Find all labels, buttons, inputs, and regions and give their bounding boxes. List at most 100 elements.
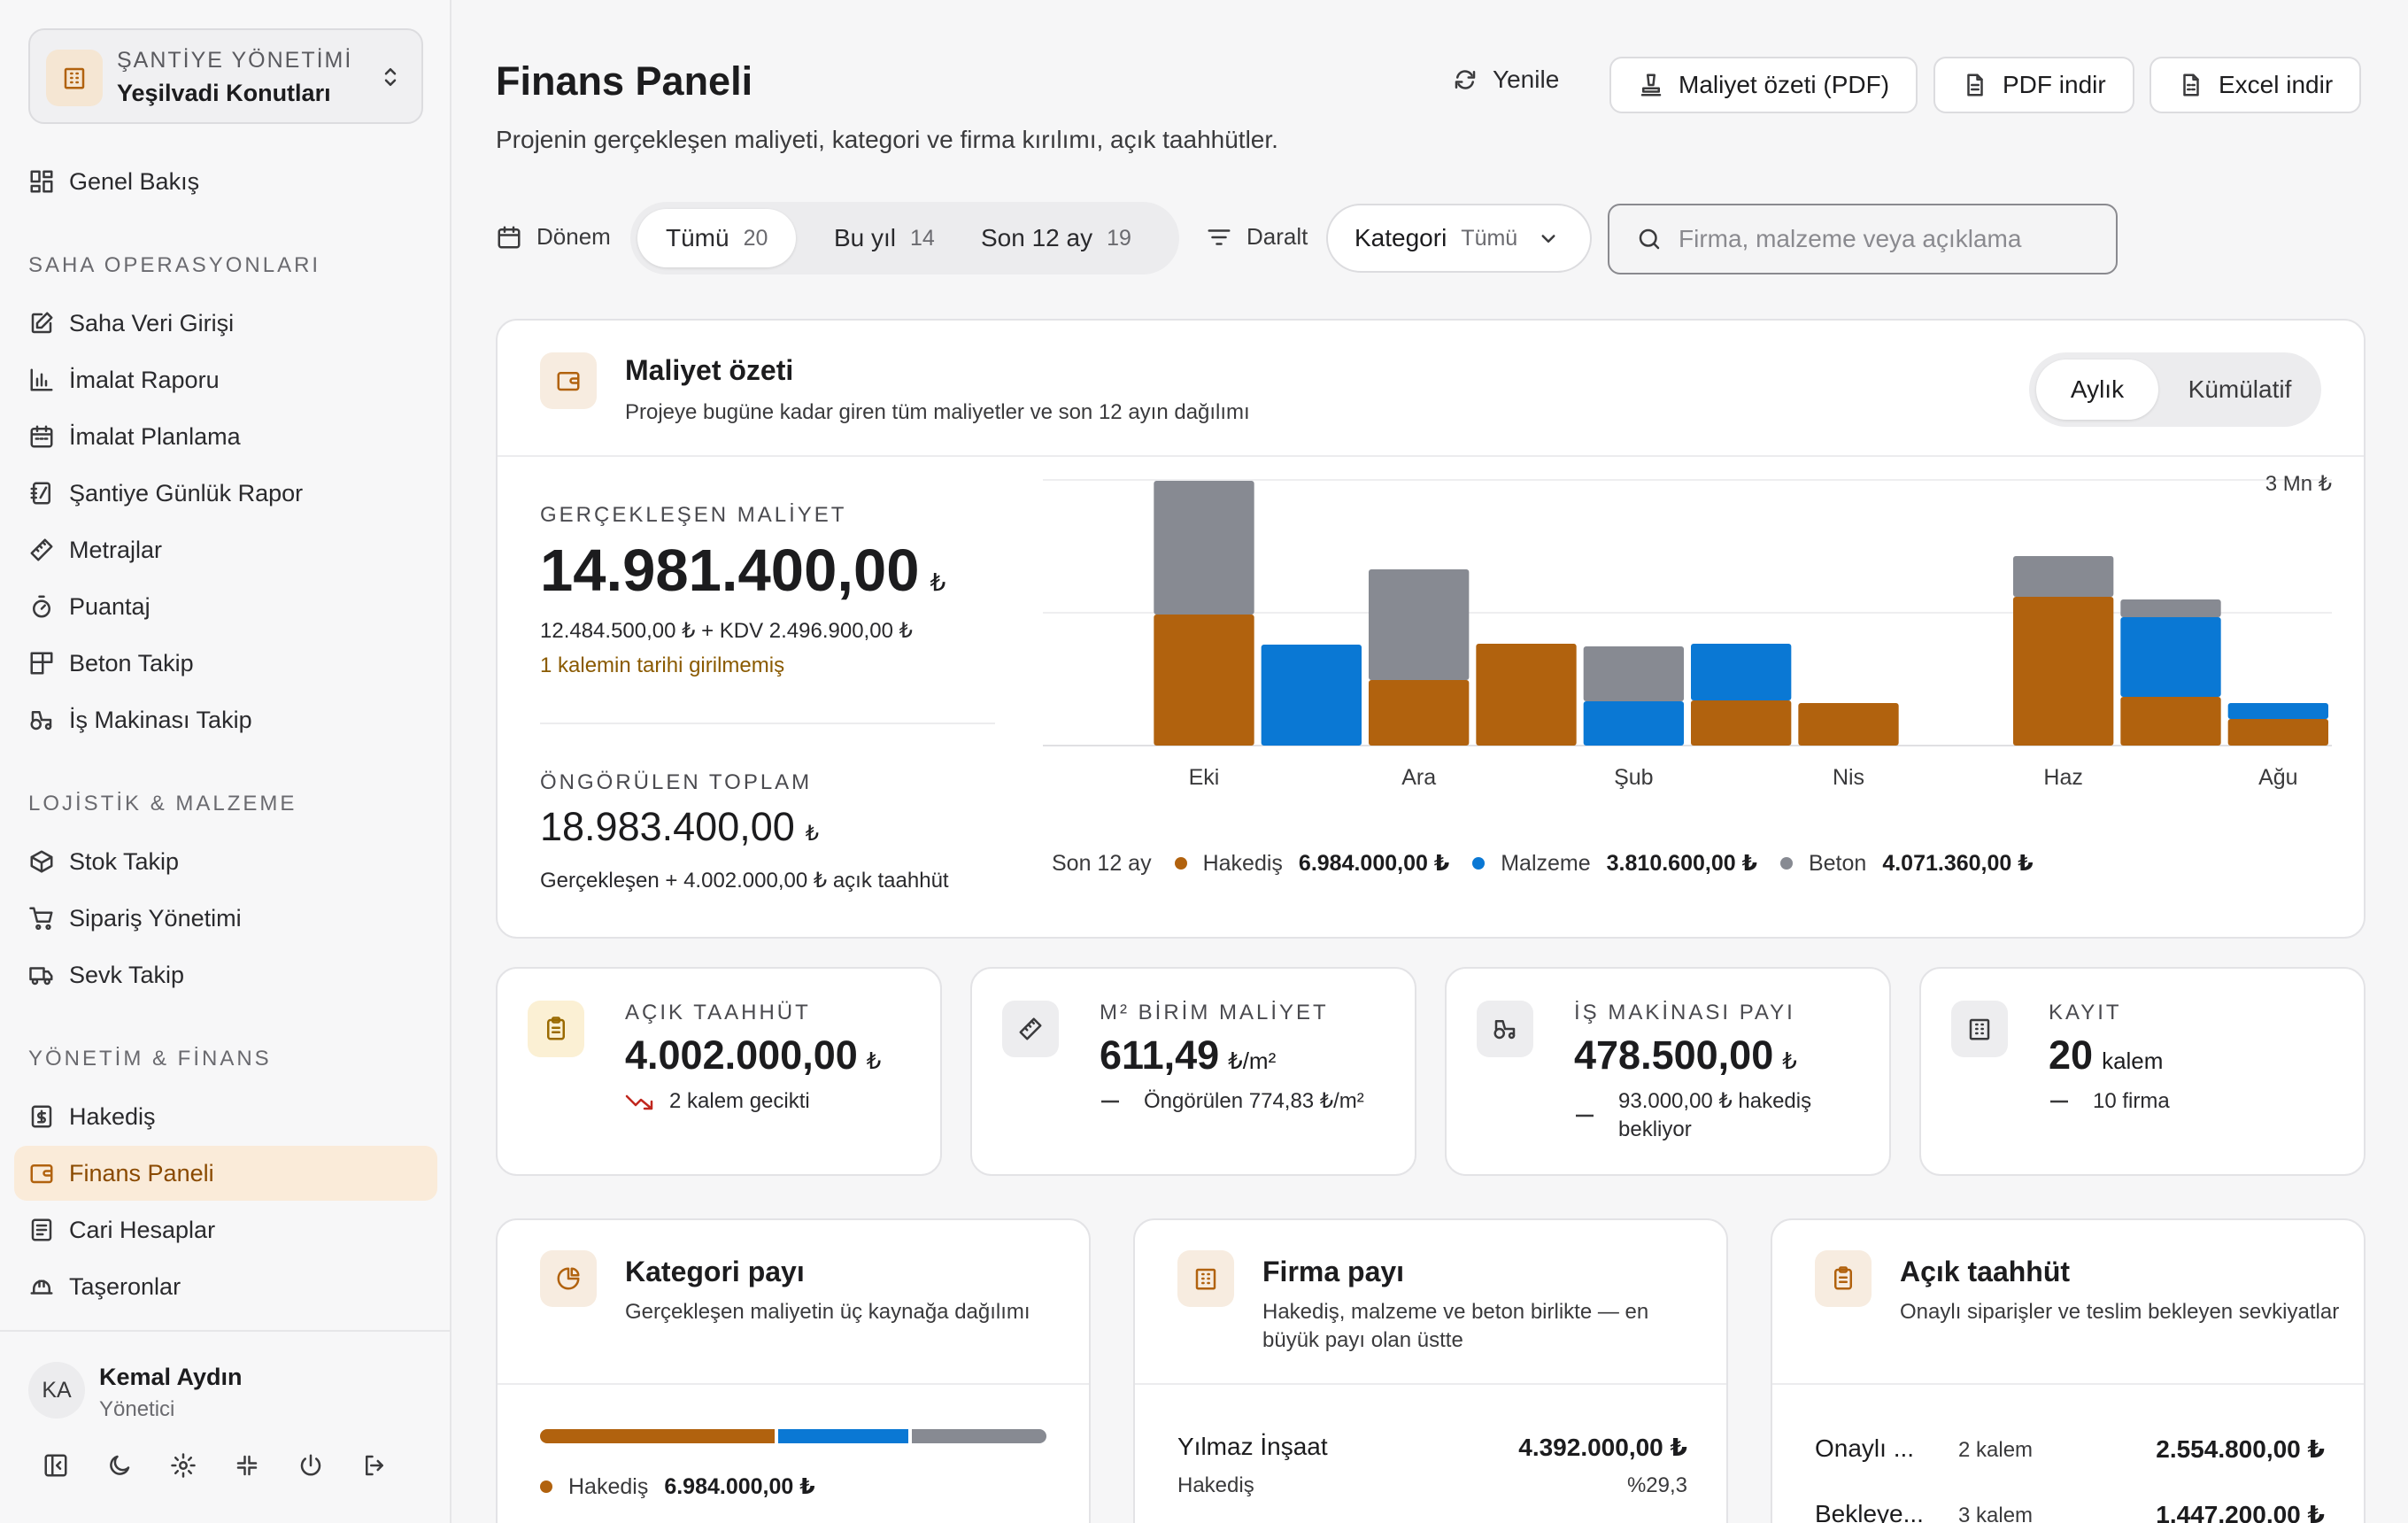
sidebar-item-label: İş Makinası Takip [69, 706, 252, 733]
clipboard-icon [528, 1001, 584, 1057]
x-tick-label: Haz [2043, 765, 2082, 790]
bar-hakediş-ağu [2227, 719, 2328, 746]
gear-icon[interactable] [170, 1452, 197, 1479]
bar-hakediş-oca [1476, 644, 1577, 746]
actual-breakdown: 12.484.500,00 ₺ + KDV 2.496.900,00 ₺ [540, 619, 913, 643]
period-last-12[interactable]: Son 12 ay 19 [953, 209, 1160, 267]
bar-hakediş-ara [1369, 680, 1470, 746]
share-segment [778, 1429, 908, 1443]
bar-malzeme-şub [1583, 701, 1684, 746]
card-title: Kategori payı [625, 1256, 805, 1287]
sidebar-item-stok-takip[interactable]: Stok Takip [14, 834, 437, 889]
collapse-sidebar-icon[interactable] [42, 1452, 69, 1479]
legend-item-hakedis[interactable]: Hakediş 6.984.000,00 ₺ [1174, 850, 1449, 877]
logout-icon[interactable] [361, 1452, 388, 1479]
divider [1135, 1383, 1726, 1385]
project-switcher[interactable]: ŞANTİYE YÖNETİMİ Yeşilvadi Konutları [28, 28, 423, 124]
metric-note-text: 2 kalem gecikti [669, 1089, 810, 1113]
view-toggle: Aylık Kümülatif [2029, 352, 2321, 427]
metric-number: 20 [2049, 1032, 2094, 1078]
bar-hakediş-tem [2120, 697, 2221, 746]
button-label: Maliyet özeti (PDF) [1679, 71, 1890, 98]
minimize-icon[interactable] [234, 1452, 260, 1479]
sidebar-item-cari[interactable]: Cari Hesaplar [14, 1202, 437, 1257]
sidebar-item-saha-veri[interactable]: Saha Veri Girişi [14, 296, 437, 351]
sidebar-item-taseronlar[interactable]: Taşeronlar [14, 1259, 437, 1314]
legend-item-beton[interactable]: Beton 4.071.360,00 ₺ [1779, 850, 2034, 877]
dash-icon [1574, 1091, 1618, 1144]
sidebar-item-imalat-planlama[interactable]: İmalat Planlama [14, 409, 437, 464]
card-title: Açık taahhüt [1900, 1256, 2071, 1287]
refresh-button[interactable]: Yenile [1452, 66, 1559, 94]
toggle-cumulative[interactable]: Kümülatif [2188, 375, 2292, 403]
divider [498, 1383, 1089, 1385]
sidebar-item-is-makinasi[interactable]: İş Makinası Takip [14, 692, 437, 747]
category-select[interactable]: Kategori Tümü [1326, 204, 1592, 273]
metric-unit: ₺ [866, 1048, 882, 1074]
metric-value: 4.002.000,00 ₺ [625, 1032, 881, 1078]
calendar-icon [30, 425, 53, 448]
metric-value: 20 kalem [2049, 1032, 2163, 1078]
category-label: Kategori [1354, 224, 1447, 251]
legend-item-malzeme[interactable]: Malzeme 3.810.600,00 ₺ [1472, 850, 1757, 877]
bar-beton-eki [1154, 481, 1254, 615]
power-icon[interactable] [297, 1452, 324, 1479]
metric-note: 10 firma [2049, 1089, 2332, 1116]
sidebar-item-finans-paneli[interactable]: Finans Paneli [14, 1146, 437, 1201]
receipt-icon [31, 1105, 52, 1128]
timer-icon [33, 595, 50, 618]
file-icon [1967, 73, 1983, 97]
commitment-row[interactable]: Bekleye... 3 kalem 1.447.200,00 ₺ [1815, 1500, 2325, 1523]
commitment-count: 3 kalem [1958, 1504, 2034, 1523]
sidebar-item-puantaj[interactable]: Puantaj [14, 579, 437, 634]
metric-card-machine-share[interactable]: İŞ MAKİNASI PAYI 478.500,00 ₺ 93.000,00 ₺… [1445, 967, 1891, 1176]
metric-card-open-commitment[interactable]: AÇIK TAAHHÜT 4.002.000,00 ₺ 2 kalem gecik… [496, 967, 942, 1176]
sidebar-item-metrajlar[interactable]: Metrajlar [14, 522, 437, 577]
category-item-hakedis[interactable]: Hakediş 6.984.000,00 ₺ [540, 1473, 815, 1500]
search-input[interactable] [1679, 225, 2103, 253]
bar-malzeme-ağu [2227, 703, 2328, 719]
chevron-down-icon [1541, 235, 1555, 243]
sidebar-item-hakedis[interactable]: Hakediş [14, 1089, 437, 1144]
card-subtitle: Gerçekleşen maliyetin üç kaynağa dağılım… [625, 1300, 1030, 1324]
sidebar-item-imalat-raporu[interactable]: İmalat Raporu [14, 352, 437, 407]
commitment-row[interactable]: Onaylı ... 2 kalem 2.554.800,00 ₺ [1815, 1434, 2325, 1470]
commitment-value: 2.554.800,00 ₺ [2156, 1435, 2325, 1463]
sidebar-item-gunluk-rapor[interactable]: Şantiye Günlük Rapor [14, 466, 437, 521]
cost-summary-pdf-button[interactable]: Maliyet özeti (PDF) [1609, 57, 1918, 113]
toggle-monthly[interactable]: Aylık [2036, 359, 2158, 420]
legend-value: 3.810.600,00 ₺ [1606, 851, 1757, 876]
commitment-name: Onaylı ... [1815, 1434, 1915, 1462]
excel-download-button[interactable]: Excel indir [2149, 57, 2362, 113]
card-subtitle: Projeye bugüne kadar giren tüm maliyetle… [625, 400, 1250, 424]
button-label: PDF indir [2003, 71, 2106, 98]
avatar[interactable]: KA [28, 1362, 85, 1419]
x-tick-label: Şub [1614, 765, 1653, 790]
metric-card-records[interactable]: KAYIT 20 kalem 10 firma [1919, 967, 2366, 1176]
metric-unit: ₺/m² [1228, 1048, 1277, 1074]
period-this-year[interactable]: Bu yıl 14 [806, 209, 963, 267]
bar-malzeme-kas [1261, 645, 1362, 746]
bar-hakediş-mar [1691, 700, 1792, 746]
sidebar-item-siparis[interactable]: Sipariş Yönetimi [14, 891, 437, 946]
sidebar-item-beton-takip[interactable]: Beton Takip [14, 636, 437, 691]
bar-malzeme-tem [2120, 617, 2221, 697]
dash-icon [2049, 1091, 2093, 1116]
x-tick-label: Ağu [2258, 765, 2297, 790]
sidebar-item-sevk[interactable]: Sevk Takip [14, 947, 437, 1002]
missing-date-warning[interactable]: 1 kalemin tarihi girilmemiş [540, 653, 785, 677]
pdf-download-button[interactable]: PDF indir [1933, 57, 2134, 113]
sidebar-item-label: Şantiye Günlük Rapor [69, 479, 304, 506]
bar-beton-tem [2120, 599, 2221, 617]
period-label-text: Dönem [536, 223, 611, 250]
category-name: Hakediş [568, 1473, 649, 1499]
sidebar-item-label: İmalat Planlama [69, 422, 241, 450]
metric-card-unit-cost[interactable]: M² BİRİM MALİYET 611,49 ₺/m² Öngörülen 77… [970, 967, 1416, 1176]
metric-unit: kalem [2102, 1048, 2164, 1074]
moon-icon[interactable] [106, 1452, 133, 1479]
period-all[interactable]: Tümü 20 [637, 209, 797, 267]
metric-value: 611,49 ₺/m² [1100, 1032, 1276, 1078]
category-value: Tümü [1461, 225, 1518, 251]
package-icon [30, 850, 53, 873]
sidebar-item-overview[interactable]: Genel Bakış [14, 154, 437, 209]
